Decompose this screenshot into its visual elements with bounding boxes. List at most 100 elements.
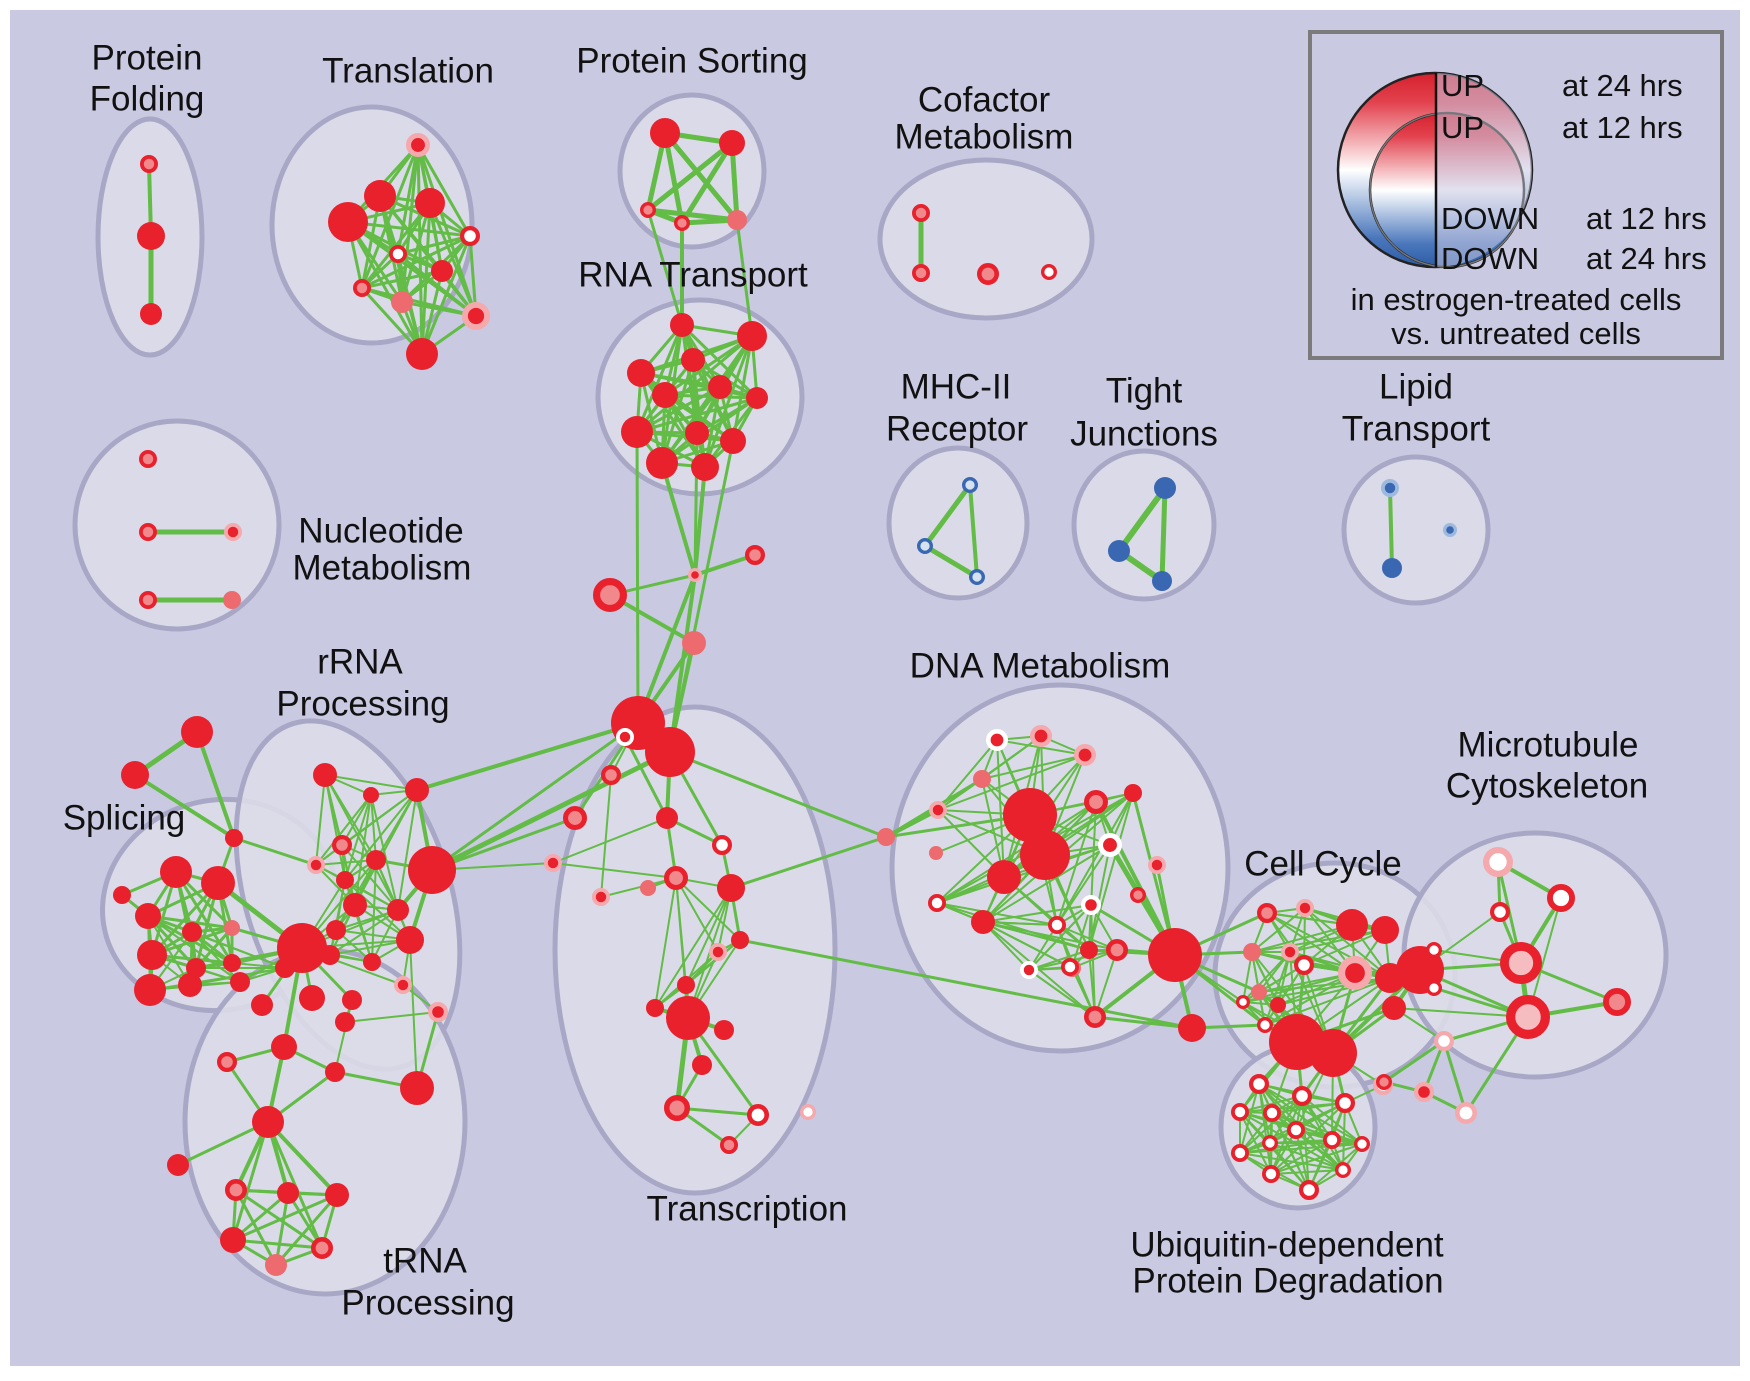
network-node bbox=[664, 866, 689, 891]
network-edge bbox=[1028, 949, 1090, 971]
network-node bbox=[685, 421, 709, 445]
network-node bbox=[251, 994, 273, 1016]
network-edge bbox=[738, 938, 1194, 1030]
network-edge bbox=[922, 482, 973, 549]
network-node bbox=[691, 453, 719, 481]
network-node bbox=[1020, 961, 1039, 980]
network-node bbox=[1231, 1103, 1250, 1122]
network-edge bbox=[675, 1106, 760, 1117]
network-edge bbox=[654, 887, 732, 1009]
network-node bbox=[1291, 1085, 1312, 1106]
network-node bbox=[692, 1055, 712, 1075]
network-node bbox=[1098, 833, 1123, 858]
network-node bbox=[961, 476, 978, 493]
network-node bbox=[271, 1034, 297, 1060]
network-node bbox=[593, 578, 628, 613]
network-node bbox=[140, 303, 162, 325]
network-node bbox=[389, 244, 408, 263]
network-node bbox=[1281, 943, 1300, 962]
network-node bbox=[139, 154, 158, 173]
network-edge bbox=[660, 461, 697, 577]
network-node bbox=[160, 856, 192, 888]
network-node bbox=[1426, 979, 1443, 996]
cluster-cofactor-metabolism-label: Cofactor bbox=[918, 80, 1051, 119]
network-node bbox=[1257, 1016, 1274, 1033]
network-node bbox=[616, 728, 635, 747]
node-layer bbox=[113, 118, 1631, 1276]
legend-row-3-time: at 24 hrs bbox=[1586, 241, 1707, 276]
network-edge bbox=[668, 750, 888, 839]
network-edge bbox=[1271, 1112, 1363, 1145]
network-node bbox=[682, 631, 706, 655]
network-node bbox=[405, 778, 429, 802]
network-node bbox=[709, 943, 728, 962]
network-edge bbox=[1239, 1083, 1260, 1154]
network-edge bbox=[416, 143, 472, 238]
network-edge bbox=[396, 252, 478, 318]
network-node bbox=[415, 188, 445, 218]
network-node bbox=[646, 999, 664, 1017]
network-node bbox=[1080, 894, 1101, 915]
network-edge bbox=[639, 371, 759, 400]
network-edge bbox=[1094, 949, 1118, 1018]
network-node bbox=[1084, 1005, 1107, 1028]
network-edge bbox=[409, 939, 418, 1089]
network-node bbox=[652, 382, 678, 408]
network-node bbox=[335, 1012, 355, 1032]
network-node bbox=[328, 202, 368, 242]
network-node bbox=[877, 828, 895, 846]
network-node bbox=[928, 894, 947, 913]
network-node bbox=[336, 871, 354, 889]
network-node bbox=[746, 387, 768, 409]
cluster-transcription-label: Transcription bbox=[647, 1189, 848, 1228]
network-node bbox=[687, 567, 702, 582]
network-edge bbox=[1251, 907, 1306, 953]
cluster-protein-sorting-label: Protein Sorting bbox=[576, 41, 808, 80]
network-edge bbox=[936, 844, 1111, 904]
network-edge bbox=[981, 754, 1086, 780]
network-node bbox=[985, 728, 1008, 751]
network-edge bbox=[693, 553, 757, 577]
legend-row-0-time: at 24 hrs bbox=[1562, 68, 1683, 103]
network-node bbox=[1248, 1073, 1269, 1094]
network-edge bbox=[274, 1191, 290, 1267]
network-node bbox=[201, 866, 235, 900]
legend-footer-line-2: vs. untreated cells bbox=[1391, 316, 1641, 351]
network-node bbox=[1080, 941, 1098, 959]
network-node bbox=[666, 996, 710, 1040]
network-node bbox=[325, 1183, 349, 1207]
network-node bbox=[277, 1182, 299, 1204]
cluster-ubiquitin-degradation-label: Protein Degradation bbox=[1132, 1261, 1443, 1300]
network-node bbox=[428, 1001, 449, 1022]
legend-footer-line-1: in estrogen-treated cells bbox=[1351, 282, 1682, 317]
network-edge bbox=[982, 921, 1058, 926]
network-edge bbox=[346, 220, 424, 356]
legend-row-0-direction: UP bbox=[1441, 68, 1484, 103]
network-edge bbox=[1269, 1142, 1310, 1191]
network-node bbox=[223, 523, 242, 542]
network-edge bbox=[703, 334, 754, 469]
network-edge bbox=[1269, 1142, 1344, 1171]
cluster-nucleotide-metabolism-label: Nucleotide bbox=[298, 511, 463, 550]
network-edge bbox=[1242, 951, 1291, 1003]
network-node bbox=[343, 893, 367, 917]
network-node bbox=[332, 834, 353, 855]
network-edge bbox=[600, 774, 612, 898]
network-edge bbox=[1269, 1142, 1363, 1145]
cluster-lipid-transport-label: Transport bbox=[1342, 409, 1491, 448]
network-node bbox=[711, 834, 732, 855]
network-node bbox=[1243, 943, 1261, 961]
network-node bbox=[719, 130, 745, 156]
network-node bbox=[912, 264, 931, 283]
cluster-microtubule-cytoskeleton-label: Microtubule bbox=[1458, 725, 1639, 764]
network-node bbox=[138, 450, 157, 469]
network-edge bbox=[315, 794, 372, 866]
network-node bbox=[1433, 1030, 1454, 1051]
network-edge bbox=[1277, 977, 1391, 1006]
cluster-cofactor-metabolism-ellipse bbox=[877, 157, 1095, 321]
network-edge bbox=[174, 870, 234, 965]
network-node bbox=[1030, 724, 1053, 747]
network-edge bbox=[231, 1120, 270, 1242]
network-edge bbox=[370, 794, 399, 911]
